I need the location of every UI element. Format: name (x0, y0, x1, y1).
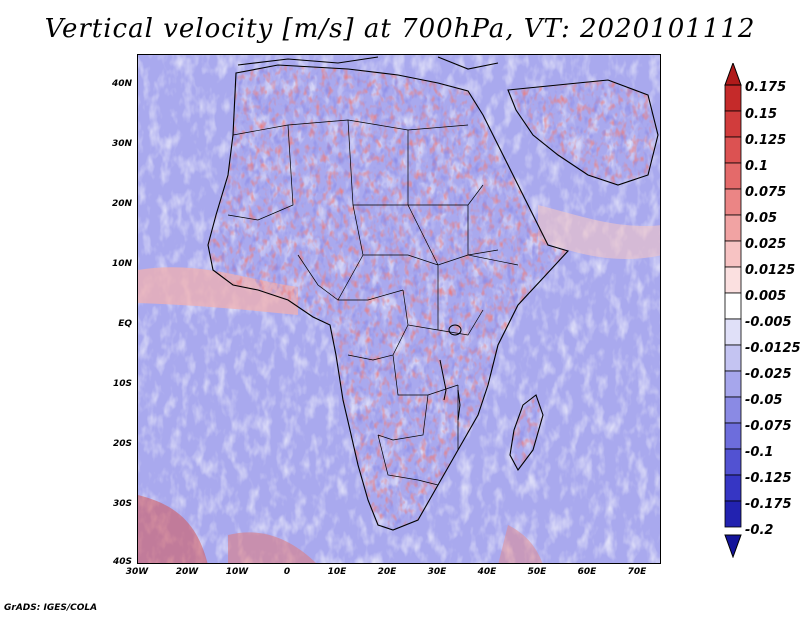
colorbar-swatch (724, 292, 742, 320)
lat-label-10n: 10N (111, 259, 132, 269)
colorbar-swatch (724, 240, 742, 268)
south-streak (228, 532, 316, 563)
colorbar-swatch (724, 266, 742, 294)
colorbar-swatch (724, 318, 742, 346)
lake-tanganyika (439, 359, 447, 401)
colorbar-label: -0.075 (745, 419, 792, 434)
lat-label-30s: 30S (112, 499, 132, 509)
colorbar-label: 0.025 (745, 237, 787, 252)
colorbar-swatch (724, 500, 742, 528)
lon-label-50e: 50E (527, 567, 547, 577)
itcz-band (138, 267, 298, 315)
colorbar-label: 0.0125 (745, 263, 796, 278)
colorbar-label: 0.1 (745, 159, 769, 174)
lon-label-30w: 30W (125, 567, 149, 577)
lon-label-60e: 60E (577, 567, 597, 577)
colorbar-label: -0.2 (745, 523, 774, 538)
colorbar-swatch (724, 396, 742, 424)
colorbar-bottom-arrow (724, 534, 742, 558)
colorbar-swatch (724, 474, 742, 502)
colorbar-swatch (724, 214, 742, 242)
lon-label-30e: 30E (427, 567, 447, 577)
colorbar-top-arrow (724, 63, 742, 86)
map-title: Vertical velocity [m/s] at 700hPa, VT: 2… (44, 14, 756, 44)
colorbar-swatch (724, 370, 742, 398)
colorbar-label: -0.005 (745, 315, 792, 330)
lon-label-10e: 10E (327, 567, 347, 577)
colorbar-label: 0.05 (745, 211, 778, 226)
southeast-streak (498, 525, 543, 563)
colorbar-label: -0.0125 (745, 341, 800, 356)
colorbar-label: 0.005 (745, 289, 787, 304)
coastline (207, 56, 659, 531)
colorbar (724, 63, 742, 558)
colorbar-label: -0.1 (745, 445, 774, 460)
colorbar-label: -0.025 (745, 367, 792, 382)
colorbar-swatch (724, 136, 742, 164)
colorbar-label: -0.125 (745, 471, 792, 486)
lat-label-10s: 10S (112, 379, 132, 389)
colorbar-swatch (724, 162, 742, 190)
lake-malawi (457, 389, 461, 421)
lon-label-10w: 10W (225, 567, 249, 577)
colorbar-swatch (724, 84, 742, 112)
credit-text: GrADS: IGES/COLA (4, 603, 98, 613)
velocity-field-map (138, 55, 660, 563)
arabian-sea-band (538, 205, 660, 259)
colorbar-label: 0.175 (745, 80, 787, 95)
colorbar-swatch (724, 448, 742, 476)
colorbar-swatch (724, 110, 742, 138)
colorbar-label: 0.075 (745, 185, 787, 200)
colorbar-label: 0.125 (745, 133, 787, 148)
map-panel (137, 54, 661, 564)
lat-label-40s: 40S (112, 557, 132, 567)
lat-label-eq: EQ (118, 319, 132, 329)
lon-label-20e: 20E (377, 567, 397, 577)
lake-victoria (448, 324, 462, 336)
lat-label-20s: 20S (112, 439, 132, 449)
lat-label-30n: 30N (111, 139, 132, 149)
lon-label-0: 0 (283, 567, 291, 577)
lon-label-40e: 40E (477, 567, 497, 577)
lat-label-40n: 40N (111, 79, 132, 89)
colorbar-label: 0.15 (745, 107, 778, 122)
lat-label-20n: 20N (111, 199, 132, 209)
colorbar-swatch (724, 422, 742, 450)
colorbar-swatch (724, 344, 742, 372)
lon-label-20w: 20W (175, 567, 199, 577)
colorbar-label: -0.175 (745, 497, 792, 512)
lon-label-70e: 70E (627, 567, 647, 577)
colorbar-label: -0.05 (745, 393, 783, 408)
southwest-streak (138, 495, 208, 563)
colorbar-swatch (724, 188, 742, 216)
